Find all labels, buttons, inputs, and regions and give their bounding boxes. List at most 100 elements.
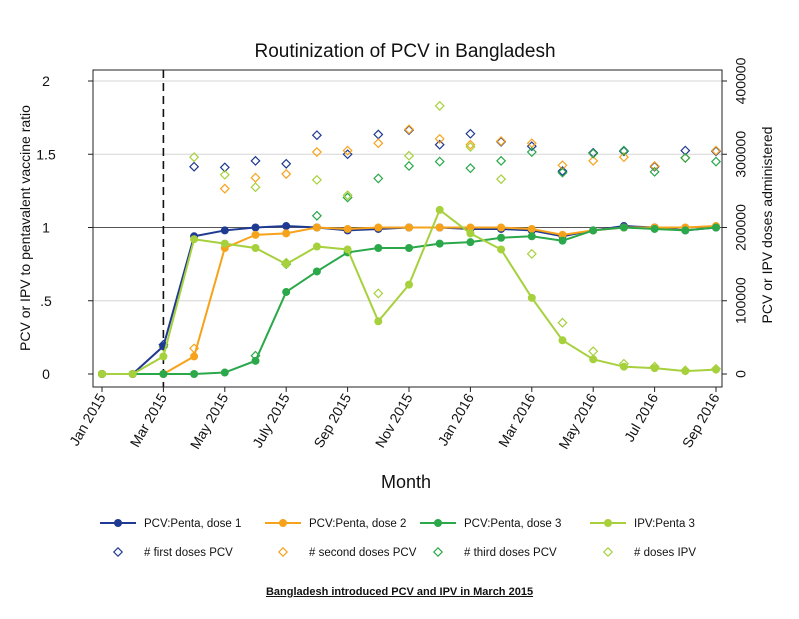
series-point xyxy=(558,236,567,245)
series-point xyxy=(527,232,536,241)
series-point xyxy=(282,229,291,238)
series-point xyxy=(190,370,199,378)
diamond-point xyxy=(189,161,200,172)
y-tick-label: 1.5 xyxy=(36,146,56,162)
legend-marker xyxy=(434,519,442,527)
diamond-point xyxy=(250,182,261,193)
legend-label: # third doses PCV xyxy=(464,547,557,559)
series-point xyxy=(374,317,383,326)
series-point xyxy=(558,230,567,239)
diamond-point xyxy=(557,317,568,328)
series-point xyxy=(405,244,413,253)
chart: Routinization of PCV in Bangladesh 0 .5 1 1.… xyxy=(17,41,775,559)
diamond-point xyxy=(434,100,445,111)
series-point xyxy=(128,370,137,378)
footnote: Bangladesh introduced PCV and IPV in Mar… xyxy=(265,586,534,598)
series-point xyxy=(190,352,199,361)
diamond-point xyxy=(680,152,691,163)
series-point xyxy=(405,280,413,289)
diamond-point xyxy=(311,210,322,221)
series-point xyxy=(343,245,352,254)
series-point xyxy=(681,226,690,235)
series-point xyxy=(312,267,321,276)
series-point xyxy=(712,223,720,232)
diamond-point xyxy=(526,141,537,152)
series-point xyxy=(712,365,720,374)
series-point xyxy=(312,242,321,251)
diamond-point xyxy=(342,190,353,201)
diamond-point xyxy=(373,173,384,184)
legend-label: # second doses PCV xyxy=(309,547,417,559)
diamond-point xyxy=(373,129,384,140)
legend-marker xyxy=(279,519,287,527)
diamond-point xyxy=(403,124,415,135)
y-tick-label: 2 xyxy=(42,73,50,89)
series-point xyxy=(251,244,260,253)
diamond-point xyxy=(710,156,722,167)
diamond-point xyxy=(496,174,507,185)
y2-axis-title: PCV or IPV doses administered xyxy=(759,127,775,324)
series-point xyxy=(282,222,291,231)
diamond-point xyxy=(526,248,537,259)
series-point xyxy=(312,223,321,232)
series-point xyxy=(98,370,106,378)
series-point xyxy=(681,367,690,376)
series-point xyxy=(282,287,291,296)
diamond-point xyxy=(557,166,568,177)
series-point xyxy=(251,223,260,232)
series-point xyxy=(650,224,659,233)
y-axis-title: PCV or IPV to pentavalent vaccine ratio xyxy=(17,105,33,351)
series-point xyxy=(190,235,199,244)
diamond-point xyxy=(465,141,476,152)
series-point xyxy=(251,356,260,365)
diamond-point xyxy=(250,172,261,183)
series-point xyxy=(558,336,567,345)
series-point xyxy=(619,362,628,371)
diamond-point xyxy=(281,158,292,169)
diamond-point xyxy=(311,174,322,185)
diamond-point xyxy=(618,152,629,163)
legend-label: PCV:Penta, dose 2 xyxy=(309,518,406,530)
diamond-point xyxy=(403,150,415,161)
diamond-point xyxy=(680,145,691,156)
diamond-point xyxy=(496,155,507,166)
x-tick-label: Mar 2015 xyxy=(127,390,171,449)
legend-marker xyxy=(432,546,444,558)
series-point xyxy=(282,260,291,269)
series-point xyxy=(497,223,506,232)
x-tick-label: Mar 2016 xyxy=(495,390,539,449)
x-tick-label: May 2015 xyxy=(187,390,232,451)
diamond-point xyxy=(434,156,445,167)
series-point xyxy=(466,223,475,232)
diamond-point xyxy=(250,155,261,166)
x-tick-label: Nov 2015 xyxy=(372,390,416,450)
diamond-point xyxy=(588,155,599,166)
diamond-point xyxy=(311,130,322,141)
y2-tick-label: 100000 xyxy=(733,277,749,324)
legend-label: PCV:Penta, dose 1 xyxy=(144,518,241,530)
x-axis-title: Month xyxy=(381,472,431,492)
series-point xyxy=(405,223,413,232)
x-tick-label: Sep 2015 xyxy=(310,390,354,450)
legend-marker xyxy=(277,546,289,558)
series-point xyxy=(435,239,444,248)
series-point xyxy=(589,226,598,235)
diamond-point xyxy=(189,152,200,163)
x-tick-label: Jul 2016 xyxy=(621,390,661,444)
series-point xyxy=(220,368,229,377)
diamond-point xyxy=(526,138,537,149)
series-point xyxy=(159,370,168,378)
diamond-point xyxy=(403,160,415,172)
y2-tick-label: 200000 xyxy=(733,204,749,251)
diamond-point xyxy=(434,139,445,150)
x-tick-label: Sep 2016 xyxy=(679,390,723,450)
chart-title: Routinization of PCV in Bangladesh xyxy=(254,41,555,62)
series-point xyxy=(619,223,628,232)
diamond-point xyxy=(342,149,353,160)
series-point xyxy=(497,233,506,242)
diamond-point xyxy=(526,147,537,158)
legend-label: # doses IPV xyxy=(634,547,696,559)
series-point xyxy=(220,226,229,235)
series-point xyxy=(435,205,444,214)
legend-marker xyxy=(604,519,612,527)
